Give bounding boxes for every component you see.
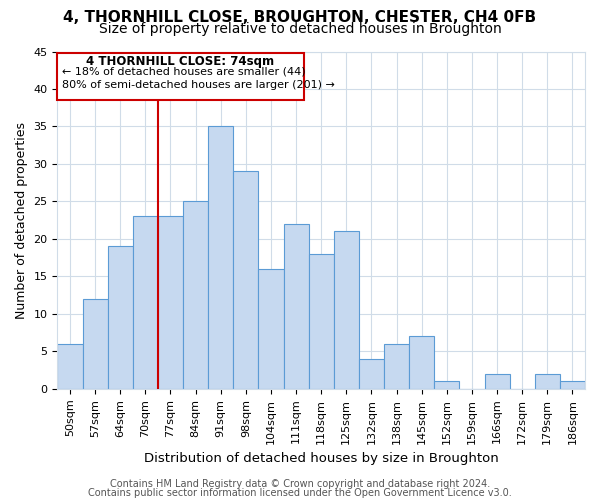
Bar bbox=[158, 216, 183, 389]
Bar bbox=[183, 202, 208, 389]
Bar bbox=[107, 246, 133, 389]
Text: ← 18% of detached houses are smaller (44): ← 18% of detached houses are smaller (44… bbox=[62, 66, 306, 76]
Bar bbox=[284, 224, 308, 389]
Text: 4 THORNHILL CLOSE: 74sqm: 4 THORNHILL CLOSE: 74sqm bbox=[86, 55, 275, 68]
Bar bbox=[409, 336, 434, 389]
FancyBboxPatch shape bbox=[58, 53, 304, 100]
Y-axis label: Number of detached properties: Number of detached properties bbox=[15, 122, 28, 318]
Bar bbox=[208, 126, 233, 389]
Text: 80% of semi-detached houses are larger (201) →: 80% of semi-detached houses are larger (… bbox=[62, 80, 335, 90]
Bar bbox=[560, 382, 585, 389]
Bar bbox=[535, 374, 560, 389]
Bar bbox=[334, 232, 359, 389]
Bar bbox=[308, 254, 334, 389]
Text: Contains HM Land Registry data © Crown copyright and database right 2024.: Contains HM Land Registry data © Crown c… bbox=[110, 479, 490, 489]
Text: Size of property relative to detached houses in Broughton: Size of property relative to detached ho… bbox=[98, 22, 502, 36]
Bar bbox=[259, 269, 284, 389]
Bar bbox=[384, 344, 409, 389]
Bar bbox=[133, 216, 158, 389]
Text: 4, THORNHILL CLOSE, BROUGHTON, CHESTER, CH4 0FB: 4, THORNHILL CLOSE, BROUGHTON, CHESTER, … bbox=[64, 10, 536, 25]
Bar bbox=[359, 359, 384, 389]
Bar bbox=[434, 382, 460, 389]
Bar bbox=[83, 299, 107, 389]
X-axis label: Distribution of detached houses by size in Broughton: Distribution of detached houses by size … bbox=[144, 452, 499, 465]
Bar bbox=[485, 374, 509, 389]
Bar bbox=[233, 172, 259, 389]
Text: Contains public sector information licensed under the Open Government Licence v3: Contains public sector information licen… bbox=[88, 488, 512, 498]
Bar bbox=[58, 344, 83, 389]
